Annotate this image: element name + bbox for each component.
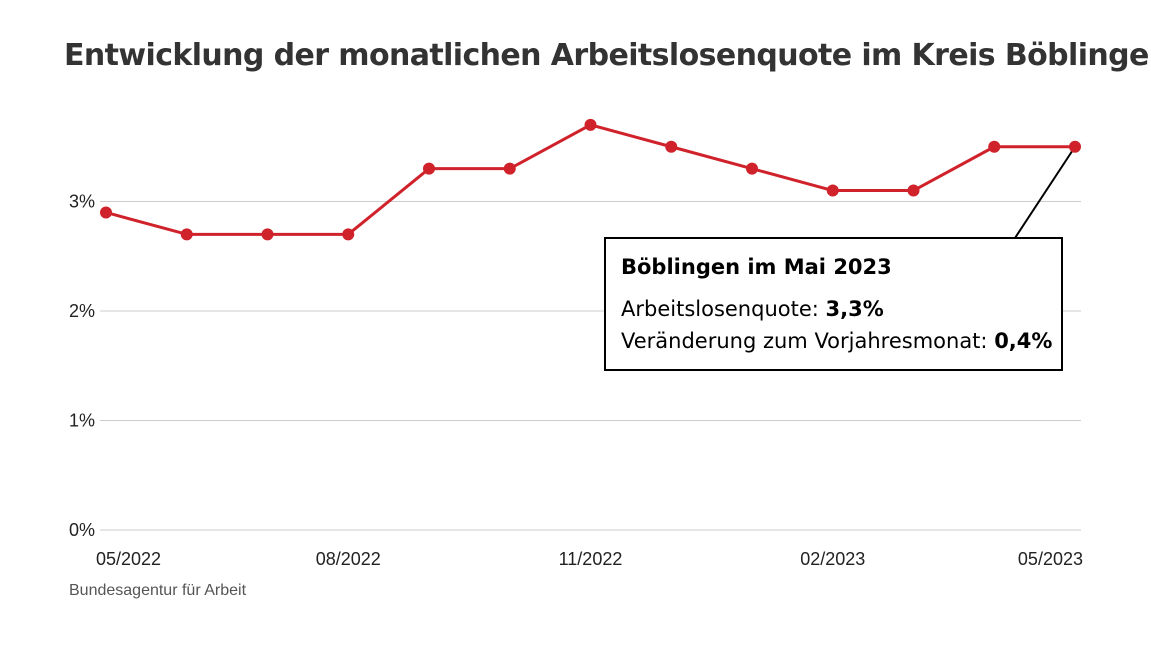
data-point-11-2022 bbox=[584, 118, 597, 131]
data-point-10-2022 bbox=[503, 162, 516, 175]
tooltip-rate-value: 3,3% bbox=[825, 297, 884, 321]
tooltip-box: Böblingen im Mai 2023 Arbeitslosenquote:… bbox=[604, 237, 1063, 371]
y-tick-label-3: 3% bbox=[69, 192, 95, 212]
tooltip-change-label: Veränderung zum Vorjahresmonat: bbox=[621, 329, 988, 353]
tooltip-change-value: 0,4% bbox=[994, 329, 1053, 353]
source-note: Bundesagentur für Arbeit bbox=[69, 582, 247, 599]
data-point-08-2022 bbox=[342, 228, 355, 241]
tooltip-title: Böblingen im Mai 2023 bbox=[621, 255, 892, 279]
series-line-0 bbox=[104, 123, 1077, 236]
data-point-07-2022 bbox=[261, 228, 274, 241]
x-tick-label-05-2023: 05/2023 bbox=[1018, 549, 1083, 569]
data-point-12-2022 bbox=[665, 140, 678, 153]
data-point-02-2023 bbox=[826, 184, 839, 197]
data-point-05-2023 bbox=[1069, 140, 1081, 153]
data-point-04-2023 bbox=[988, 140, 1001, 153]
y-tick-label-0: 0% bbox=[69, 520, 95, 540]
tooltip-rate-line: Arbeitslosenquote: 3,3% bbox=[621, 293, 1061, 325]
data-point-03-2023 bbox=[907, 184, 920, 197]
x-tick-label-08-2022: 08/2022 bbox=[316, 549, 381, 569]
data-point-09-2022 bbox=[423, 162, 435, 175]
x-tick-label-11-2022: 11/2022 bbox=[559, 549, 623, 569]
tooltip-change-line: Veränderung zum Vorjahresmonat: 0,4% bbox=[621, 325, 1061, 357]
y-tick-label-1: 1% bbox=[69, 411, 95, 431]
x-tick-label-05-2022: 05/2022 bbox=[96, 549, 161, 569]
tooltip-leader-line bbox=[1014, 146, 1076, 239]
data-point-06-2022 bbox=[180, 228, 193, 241]
chart-title: Entwicklung der monatlichen Arbeitslosen… bbox=[64, 38, 1151, 73]
y-tick-label-2: 2% bbox=[69, 301, 95, 321]
tooltip-rate-label: Arbeitslosenquote: bbox=[621, 297, 819, 321]
data-point-05-2022 bbox=[100, 206, 112, 219]
data-point-01-2023 bbox=[746, 162, 758, 175]
x-tick-label-02-2023: 02/2023 bbox=[800, 549, 865, 569]
